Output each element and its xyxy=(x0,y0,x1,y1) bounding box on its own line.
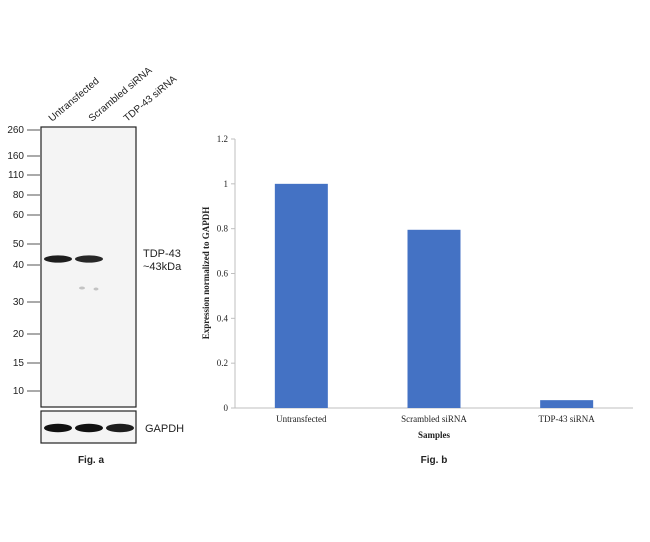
y-tick-label: 1.2 xyxy=(217,134,228,144)
ladder-mark-30: 30 xyxy=(13,297,25,308)
gapdh-band-1 xyxy=(44,423,72,433)
y-tick-label: 0.4 xyxy=(217,313,229,323)
band-label-tdp43: TDP-43 xyxy=(143,248,181,260)
bar-chart-panel: 0 0.2 0.4 0.6 0.8 1 1.2 Untransfected Scrambled… xyxy=(201,134,633,466)
ladder-mark-10: 10 xyxy=(13,386,25,397)
tdp43-band-2 xyxy=(75,255,103,263)
ladder-mark-15: 15 xyxy=(13,358,25,369)
ladder-mark-160: 160 xyxy=(7,151,24,162)
ladder-mark-110: 110 xyxy=(8,170,24,181)
band-label-size: ~43kDa xyxy=(143,261,182,273)
ladder-mark-260: 260 xyxy=(7,125,24,136)
bar-3 xyxy=(540,400,594,408)
y-tick-label: 1 xyxy=(224,179,229,189)
ladder-mark-20: 20 xyxy=(13,329,25,340)
ladder-mark-40: 40 xyxy=(13,260,25,271)
ladder-mark-60: 60 xyxy=(13,210,25,221)
ladder-mark-80: 80 xyxy=(13,190,25,201)
y-tick-label: 0 xyxy=(224,403,229,413)
tdp43-band-1 xyxy=(44,255,72,263)
ladder: 260 160 110 80 60 50 40 30 20 15 10 xyxy=(7,125,40,397)
bars xyxy=(274,183,594,408)
ladder-mark-50: 50 xyxy=(13,239,25,250)
x-axis-label: Samples xyxy=(418,430,451,440)
blot-artifact-spot xyxy=(93,287,99,291)
lane-label-scrambled-sirna: Scrambled siRNA xyxy=(87,65,155,124)
x-tick-label: Scrambled siRNA xyxy=(401,414,467,424)
blot-artifact-spot xyxy=(79,286,85,290)
y-tick-label: 0.2 xyxy=(217,358,228,368)
y-axis-ticks: 0 0.2 0.4 0.6 0.8 1 1.2 xyxy=(217,134,235,413)
loading-control-label: GAPDH xyxy=(145,423,184,435)
caption-fig-b: Fig. b xyxy=(421,455,448,466)
gapdh-band-3 xyxy=(106,423,134,433)
bar-2 xyxy=(407,229,461,408)
x-tick-label: TDP-43 siRNA xyxy=(539,414,596,424)
y-tick-label: 0.6 xyxy=(217,269,229,279)
blot-membrane xyxy=(40,126,137,408)
western-blot-panel: Untransfected Scrambled siRNA TDP-43 siR… xyxy=(7,65,184,466)
gapdh-band-2 xyxy=(75,423,103,433)
gapdh-bands xyxy=(44,423,134,433)
y-tick-label: 0.8 xyxy=(217,224,229,234)
y-axis-label: Expression normalized to GAPDH xyxy=(201,207,211,340)
bar-1 xyxy=(274,183,328,408)
x-axis-labels: Untransfected Scrambled siRNA TDP-43 siRNA xyxy=(276,414,595,424)
caption-fig-a: Fig. a xyxy=(78,455,105,466)
tdp43-bands xyxy=(44,255,103,263)
x-tick-label: Untransfected xyxy=(276,414,327,424)
